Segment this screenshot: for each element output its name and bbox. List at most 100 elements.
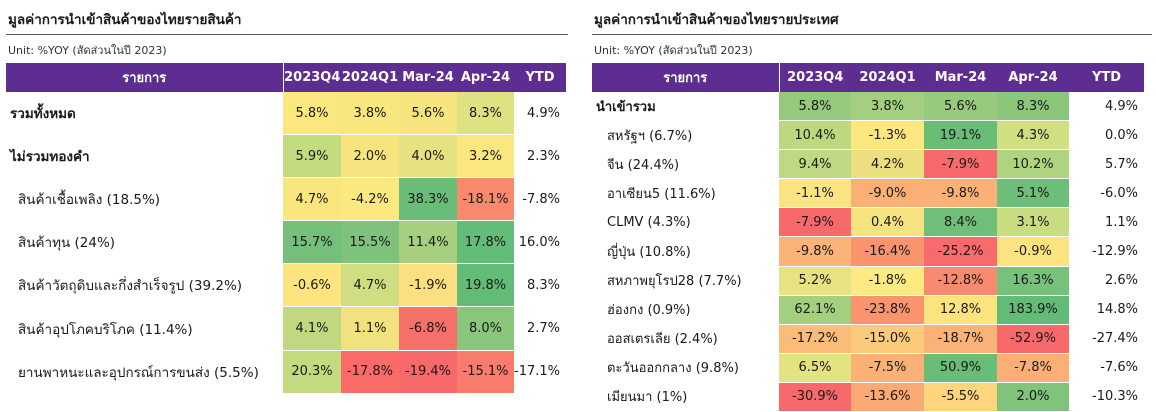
value-cell-apr24: -18.1% <box>457 177 514 222</box>
ytd-cell: -7.8% <box>514 177 566 222</box>
value-cell-2024q1: -9.0% <box>851 178 924 209</box>
value-cell-apr24: 8.0% <box>457 306 514 351</box>
value-cell-apr24: 5.1% <box>997 178 1069 209</box>
value-cell-apr24: 8.3% <box>997 92 1069 122</box>
column-header-mar24: Mar-24 <box>924 63 997 92</box>
value-cell-2024q1: 3.8% <box>851 92 924 122</box>
value-cell-apr24: 3.2% <box>457 134 514 179</box>
ytd-cell: 8.3% <box>514 263 566 308</box>
country-table: รายการ 2023Q4 2024Q1 Mar-24 Apr-24 YTD น… <box>592 63 1144 412</box>
row-label: จีน (24.4%) <box>592 149 779 180</box>
value-cell-2023q4: 4.7% <box>283 177 341 222</box>
ytd-cell: -17.1% <box>514 350 566 394</box>
value-cell-apr24: -52.9% <box>997 324 1069 354</box>
value-cell-2023q4: -30.9% <box>779 382 851 412</box>
value-cell-mar24: -25.2% <box>924 236 997 267</box>
value-cell-2023q4: -9.8% <box>779 236 851 267</box>
value-cell-2023q4: -0.6% <box>283 263 341 308</box>
ytd-cell: 14.8% <box>1069 295 1144 325</box>
column-header-2023q4: 2023Q4 <box>779 63 851 92</box>
ytd-cell: 4.9% <box>1069 92 1144 122</box>
value-cell-mar24: 4.0% <box>399 134 457 179</box>
value-cell-2023q4: 4.1% <box>283 306 341 351</box>
column-header-ytd: YTD <box>514 63 566 92</box>
column-header-item: รายการ <box>592 63 780 92</box>
ytd-cell: -27.4% <box>1069 324 1144 354</box>
row-label: ฮ่องกง (0.9%) <box>592 295 779 325</box>
column-header-mar24: Mar-24 <box>399 63 457 92</box>
value-cell-apr24: 183.9% <box>997 295 1069 325</box>
row-label: อาเซียน5 (11.6%) <box>592 178 779 209</box>
value-cell-mar24: -1.9% <box>399 263 457 308</box>
value-cell-mar24: 5.6% <box>399 92 457 136</box>
row-label: ไม่รวมทองคำ <box>6 134 283 179</box>
value-cell-mar24: -19.4% <box>399 350 457 394</box>
value-cell-apr24: 3.1% <box>997 207 1069 238</box>
value-cell-2024q1: 0.4% <box>851 207 924 238</box>
value-cell-2023q4: 20.3% <box>283 350 341 394</box>
title-divider <box>592 34 1152 35</box>
row-label: ยานพาหนะและอุปกรณ์การขนส่ง (5.5%) <box>6 350 283 394</box>
table-row: สินค้าวัตถุดิบและกึ่งสำเร็จรูป (39.2%) -0… <box>6 263 566 308</box>
table-header-row: รายการ 2023Q4 2024Q1 Mar-24 Apr-24 YTD <box>592 63 1144 92</box>
value-cell-2024q1: 4.7% <box>341 263 399 308</box>
value-cell-apr24: 8.3% <box>457 92 514 136</box>
row-label: สหรัฐฯ (6.7%) <box>592 120 779 151</box>
value-cell-mar24: -7.9% <box>924 149 997 180</box>
panel-title: มูลค่าการนำเข้าสินค้าของไทยรายประเทศ <box>594 12 839 28</box>
ytd-cell: -10.3% <box>1069 382 1144 412</box>
title-divider <box>6 34 568 35</box>
table-row: สินค้าเชื้อเพลิง (18.5%) 4.7% -4.2% 38.3% -1… <box>6 177 566 222</box>
ytd-cell: -6.0% <box>1069 178 1144 209</box>
value-cell-2024q1: 2.0% <box>341 134 399 179</box>
value-cell-apr24: -15.1% <box>457 350 514 394</box>
value-cell-mar24: 12.8% <box>924 295 997 325</box>
unit-note: Unit: %YOY (สัดส่วนในปี 2023) <box>8 44 167 57</box>
value-cell-2024q1: 1.1% <box>341 306 399 351</box>
value-cell-2024q1: -15.0% <box>851 324 924 354</box>
row-label: สินค้าทุน (24%) <box>6 220 283 265</box>
value-cell-mar24: 50.9% <box>924 353 997 383</box>
value-cell-2023q4: 5.2% <box>779 266 851 296</box>
unit-note: Unit: %YOY (สัดส่วนในปี 2023) <box>594 44 753 57</box>
row-label: ตะวันออกกลาง (9.8%) <box>592 353 779 383</box>
value-cell-mar24: 19.1% <box>924 120 997 151</box>
value-cell-2024q1: -13.6% <box>851 382 924 412</box>
value-cell-apr24: -0.9% <box>997 236 1069 267</box>
row-label: ญี่ปุ่น (10.8%) <box>592 236 779 267</box>
value-cell-apr24: 10.2% <box>997 149 1069 180</box>
value-cell-apr24: 17.8% <box>457 220 514 265</box>
value-cell-2023q4: -17.2% <box>779 324 851 354</box>
row-label: CLMV (4.3%) <box>592 207 779 238</box>
value-cell-2023q4: 10.4% <box>779 120 851 151</box>
table-body: รวมทั้งหมด 5.8% 3.8% 5.6% 8.3% 4.9% ไม่รวมทองค… <box>6 92 566 394</box>
ytd-cell: 1.1% <box>1069 207 1144 238</box>
value-cell-mar24: -6.8% <box>399 306 457 351</box>
row-label: รวมทั้งหมด <box>6 92 283 136</box>
table-row: ออสเตรเลีย (2.4%) -17.2% -15.0% -18.7% -52.9… <box>592 324 1144 354</box>
value-cell-apr24: 19.8% <box>457 263 514 308</box>
value-cell-mar24: 8.4% <box>924 207 997 238</box>
value-cell-apr24: -7.8% <box>997 353 1069 383</box>
table-row: สินค้าทุน (24%) 15.7% 15.5% 11.4% 17.8% 16.0% <box>6 220 566 265</box>
ytd-cell: -7.6% <box>1069 353 1144 383</box>
value-cell-mar24: -12.8% <box>924 266 997 296</box>
column-header-apr24: Apr-24 <box>997 63 1069 92</box>
product-table: รายการ 2023Q4 2024Q1 Mar-24 Apr-24 YTD ร… <box>6 63 566 394</box>
table-row: สินค้าอุปโภคบริโภค (11.4%) 4.1% 1.1% -6.8% 8… <box>6 306 566 351</box>
column-header-2024q1: 2024Q1 <box>851 63 924 92</box>
value-cell-apr24: 16.3% <box>997 266 1069 296</box>
value-cell-2023q4: 5.9% <box>283 134 341 179</box>
row-label: นำเข้ารวม <box>592 92 779 122</box>
row-label: สินค้าวัตถุดิบและกึ่งสำเร็จรูป (39.2%) <box>6 263 283 308</box>
value-cell-2023q4: -7.9% <box>779 207 851 238</box>
table-row: ญี่ปุ่น (10.8%) -9.8% -16.4% -25.2% -0.9% -12… <box>592 236 1144 267</box>
value-cell-2023q4: 5.8% <box>779 92 851 122</box>
table-row: รวมทั้งหมด 5.8% 3.8% 5.6% 8.3% 4.9% <box>6 92 566 136</box>
table-row: เมียนมา (1%) -30.9% -13.6% -5.5% 2.0% -10.3% <box>592 382 1144 412</box>
table-row: นำเข้ารวม 5.8% 3.8% 5.6% 8.3% 4.9% <box>592 92 1144 122</box>
row-label: สหภาพยุโรป28 (7.7%) <box>592 266 779 296</box>
ytd-cell: 0.0% <box>1069 120 1144 151</box>
value-cell-2024q1: -1.3% <box>851 120 924 151</box>
value-cell-mar24: -18.7% <box>924 324 997 354</box>
